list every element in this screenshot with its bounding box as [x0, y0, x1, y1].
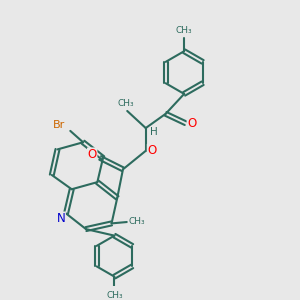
- Text: CH₃: CH₃: [106, 292, 123, 300]
- Text: O: O: [147, 144, 157, 157]
- Text: N: N: [56, 212, 65, 225]
- Text: CH₃: CH₃: [118, 98, 134, 107]
- Text: O: O: [187, 117, 196, 130]
- Text: O: O: [88, 148, 97, 161]
- Text: H: H: [150, 127, 158, 137]
- Text: Br: Br: [53, 120, 66, 130]
- Text: CH₃: CH₃: [176, 26, 193, 35]
- Text: CH₃: CH₃: [128, 218, 145, 226]
